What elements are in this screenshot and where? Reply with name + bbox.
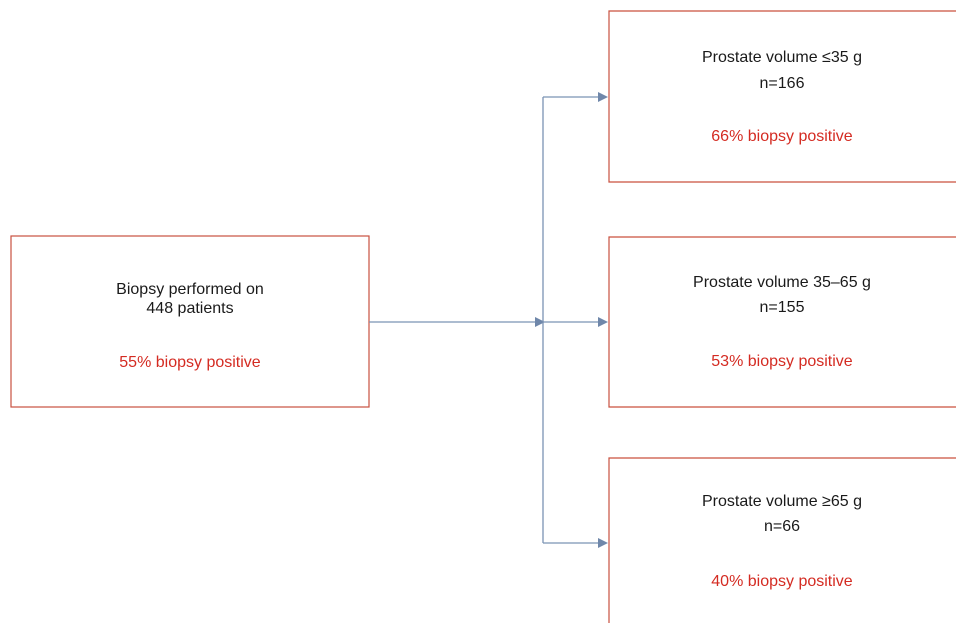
arrowhead — [598, 538, 608, 548]
group-result: 66% biopsy positive — [711, 128, 853, 145]
source-result: 55% biopsy positive — [119, 354, 261, 371]
group-result: 40% biopsy positive — [711, 573, 853, 590]
arrowhead — [535, 317, 545, 327]
group-box — [608, 236, 956, 408]
group-box — [608, 10, 956, 183]
group-n: n=155 — [760, 299, 805, 316]
source-text: Biopsy performed on — [116, 281, 264, 298]
source-text: 448 patients — [146, 300, 233, 317]
group-n: n=166 — [760, 75, 805, 92]
group-n: n=66 — [764, 518, 800, 535]
arrowhead — [598, 92, 608, 102]
group-label: Prostate volume 35–65 g — [693, 274, 871, 291]
group-label: Prostate volume ≤35 g — [702, 49, 862, 66]
source-box — [10, 235, 370, 408]
group-result: 53% biopsy positive — [711, 353, 853, 370]
arrowhead — [598, 317, 608, 327]
group-label: Prostate volume ≥65 g — [702, 493, 862, 510]
connector — [542, 96, 599, 544]
group-box — [608, 457, 956, 623]
